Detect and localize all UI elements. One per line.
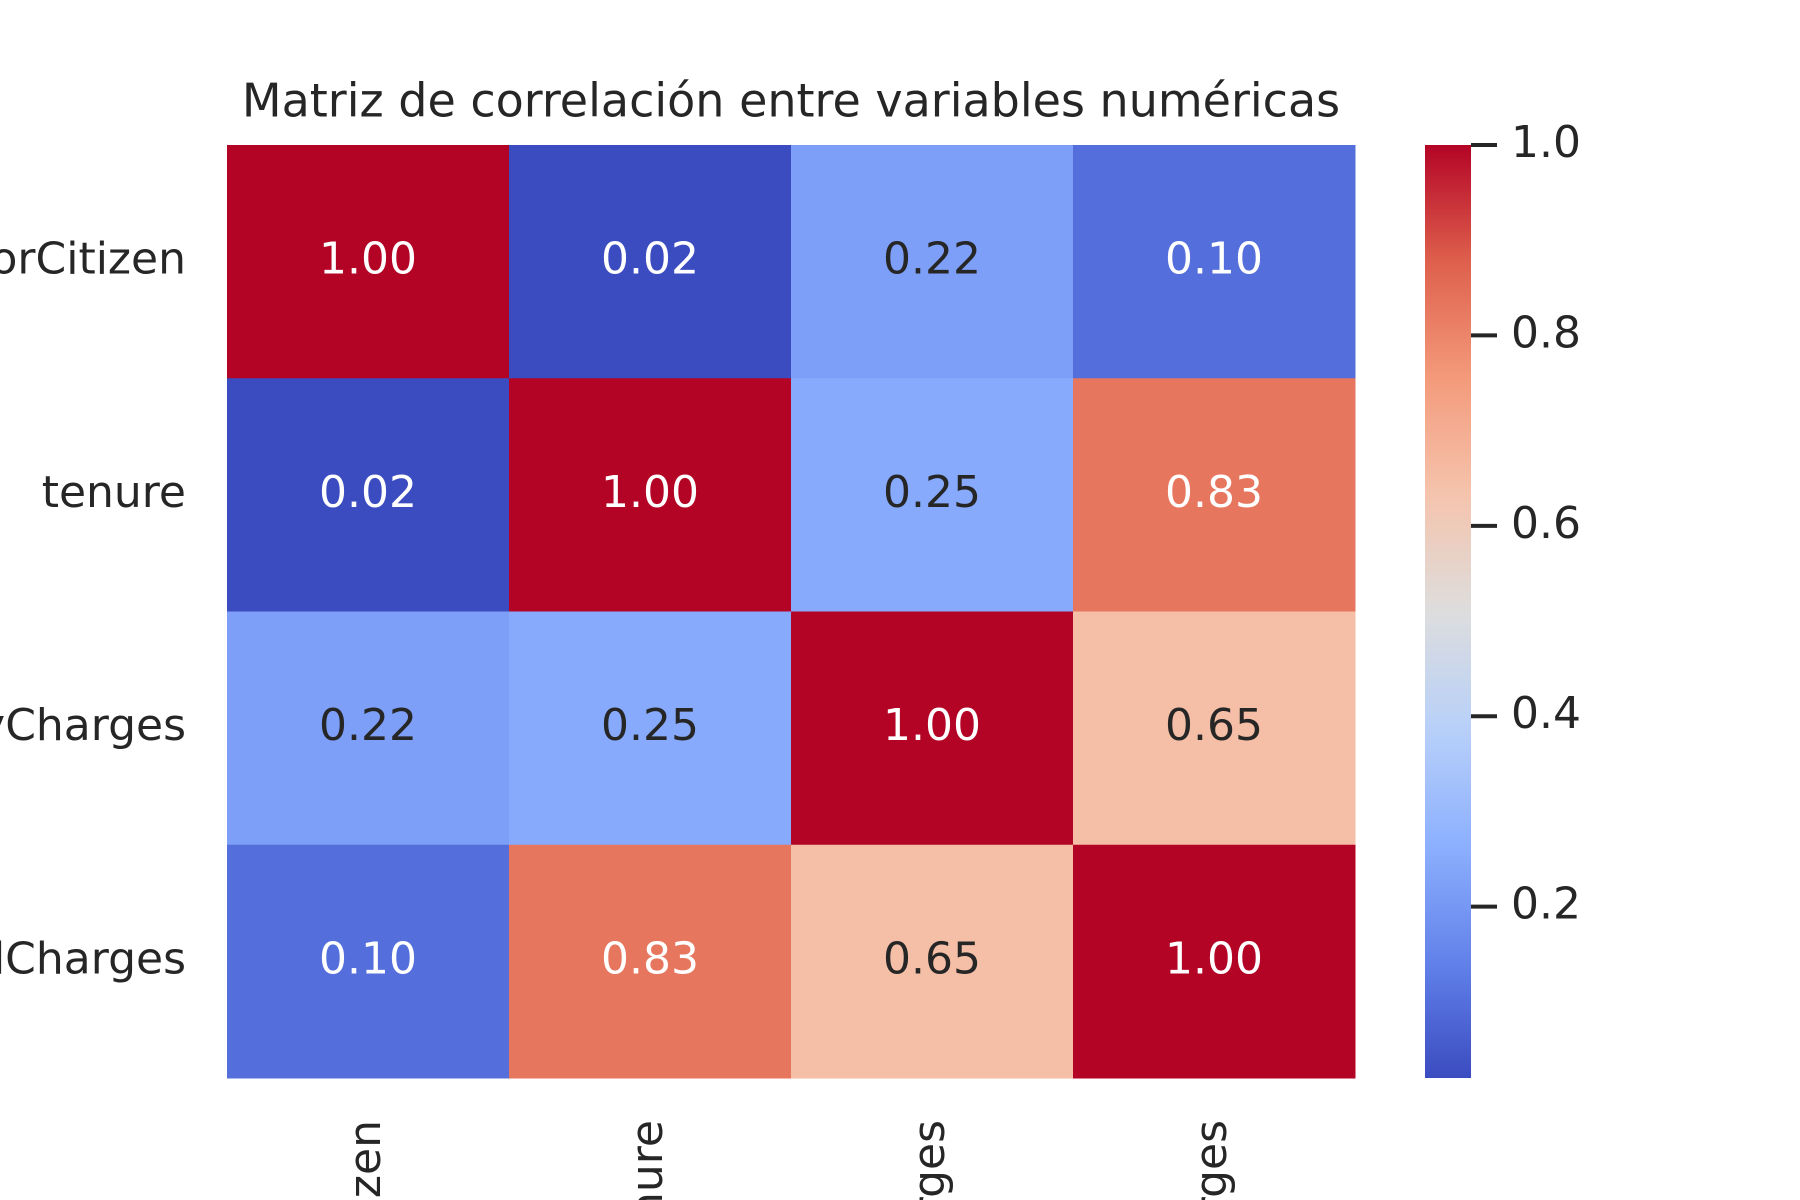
- cell-label: 0.25: [883, 467, 981, 518]
- heatmap-cell: [791, 611, 1074, 846]
- cell-label: 0.02: [601, 234, 699, 285]
- cell-label: 1.00: [601, 467, 699, 518]
- cell-label: 0.10: [319, 933, 417, 984]
- x-tick-label: tenure: [622, 1120, 673, 1200]
- heatmap-cell: [227, 844, 510, 1079]
- cell-label: 0.83: [601, 933, 699, 984]
- colorbar-tick-label: 0.2: [1511, 879, 1581, 930]
- heatmap-cell: [509, 844, 792, 1079]
- heatmap-cell: [227, 378, 510, 612]
- y-tick-label: MonthlyCharges: [0, 700, 186, 751]
- y-tick-label: SeniorCitizen: [0, 234, 186, 285]
- heatmap-cell: [509, 611, 792, 846]
- cell-label: 0.65: [1165, 700, 1263, 751]
- cell-label: 1.00: [1165, 933, 1263, 984]
- colorbar-tick-label: 0.4: [1511, 688, 1581, 739]
- colorbar: [1425, 145, 1471, 1078]
- cell-label: 1.00: [883, 700, 981, 751]
- colorbar-tick-label: 0.8: [1511, 307, 1581, 358]
- heatmap-cell: [509, 145, 792, 379]
- y-tick-label: TotalCharges: [0, 933, 186, 984]
- heatmap-cell: [791, 145, 1074, 379]
- cell-label: 0.65: [883, 933, 981, 984]
- colorbar-tick-label: 0.6: [1511, 498, 1581, 549]
- colorbar-tick-label: 1.0: [1511, 117, 1581, 168]
- x-tick-label: SeniorCitizen: [340, 1120, 391, 1200]
- heatmap-cell: [791, 378, 1074, 612]
- heatmap-cell: [791, 844, 1074, 1079]
- heatmap-cell: [1073, 145, 1356, 379]
- x-tick-label: MonthlyCharges: [904, 1120, 955, 1200]
- cell-label: 0.02: [319, 467, 417, 518]
- heatmap-cell: [1073, 844, 1356, 1079]
- cell-label: 0.83: [1165, 467, 1263, 518]
- cell-label: 0.22: [319, 700, 417, 751]
- x-tick-label: TotalCharges: [1186, 1120, 1237, 1200]
- heatmap-cell: [509, 378, 792, 612]
- cell-label: 0.25: [601, 700, 699, 751]
- heatmap-cell: [1073, 611, 1356, 846]
- cell-label: 0.10: [1165, 234, 1263, 285]
- y-tick-label: tenure: [42, 467, 186, 518]
- heatmap-cell: [227, 611, 510, 846]
- heatmap-cell: [1073, 378, 1356, 612]
- heatmap-cell: [227, 145, 510, 379]
- chart-title: Matriz de correlación entre variables nu…: [242, 74, 1340, 128]
- cell-label: 0.22: [883, 234, 981, 285]
- cell-label: 1.00: [319, 234, 417, 285]
